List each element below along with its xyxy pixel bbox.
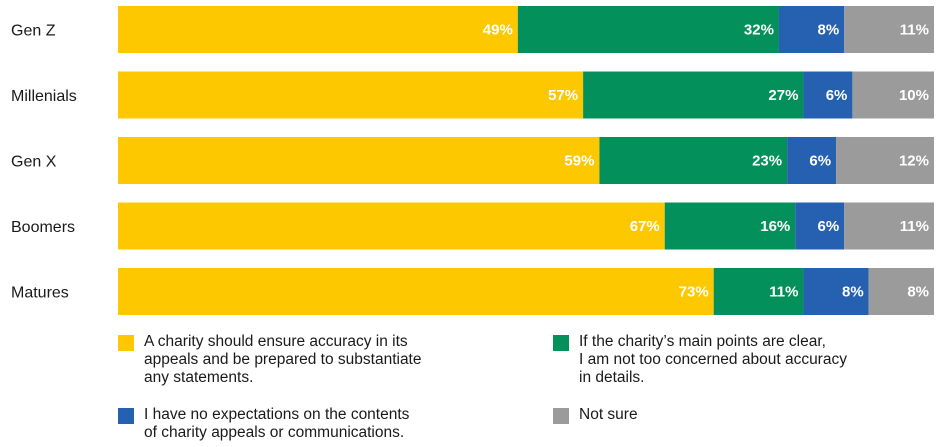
data-label-boomers-series-2: 16% xyxy=(760,218,790,235)
bar-gen-x-series-4 xyxy=(836,137,934,184)
data-label-gen-x-series-1: 59% xyxy=(564,153,594,170)
legend-swatch-gray xyxy=(553,408,569,424)
category-label-boomers: Boomers xyxy=(11,219,75,236)
data-label-gen-x-series-4: 12% xyxy=(899,153,929,170)
data-label-millenials-series-2: 27% xyxy=(768,87,798,104)
data-label-gen-z-series-1: 49% xyxy=(483,22,513,39)
bar-boomers-series-2 xyxy=(664,202,796,250)
legend-label: Not sure xyxy=(579,406,638,423)
legend-label: I have no expectations on the contents o… xyxy=(144,406,410,441)
data-label-gen-z-series-3: 8% xyxy=(818,22,840,39)
data-label-millenials-series-4: 10% xyxy=(899,87,929,104)
legend-item-not-sure: Not sure xyxy=(553,406,638,424)
bar-gen-z-series-4 xyxy=(844,6,934,53)
bar-boomers-series-1 xyxy=(118,202,665,250)
bar-boomers-series-3 xyxy=(795,202,845,250)
category-label-gen-z: Gen Z xyxy=(11,23,56,40)
data-label-gen-z-series-4: 11% xyxy=(900,22,929,39)
category-label-matures: Matures xyxy=(11,285,69,302)
bar-gen-x-series-1 xyxy=(118,137,600,184)
bar-millenials-series-2 xyxy=(583,71,804,119)
bar-gen-x-series-3 xyxy=(787,137,837,184)
data-label-millenials-series-1: 57% xyxy=(548,87,578,104)
data-label-gen-z-series-2: 32% xyxy=(744,22,774,39)
data-label-gen-x-series-3: 6% xyxy=(809,153,831,170)
legend-swatch-green xyxy=(553,335,569,351)
bar-gen-z-series-3 xyxy=(778,6,845,53)
bar-millenials-series-3 xyxy=(803,71,853,119)
category-label-millenials: Millenials xyxy=(11,88,77,105)
data-label-boomers-series-1: 67% xyxy=(630,218,660,235)
bar-matures-series-3 xyxy=(803,268,869,315)
legend-item-no-expectations: I have no expectations on the contents o… xyxy=(118,406,409,442)
data-label-matures-series-4: 8% xyxy=(907,284,929,301)
bar-gen-z-series-1 xyxy=(118,6,518,53)
legend-swatch-blue xyxy=(118,408,134,424)
data-label-millenials-series-3: 6% xyxy=(826,87,848,104)
data-label-matures-series-2: 11% xyxy=(769,284,798,301)
bar-matures-series-2 xyxy=(713,268,804,315)
bar-millenials-series-4 xyxy=(852,71,934,119)
data-label-matures-series-1: 73% xyxy=(679,284,709,301)
data-label-matures-series-3: 8% xyxy=(842,284,864,301)
legend-swatch-yellow xyxy=(118,335,134,351)
category-label-gen-x: Gen X xyxy=(11,154,57,171)
bar-matures-series-1 xyxy=(118,268,714,315)
legend-label: A charity should ensure accuracy in its … xyxy=(144,333,422,386)
bar-gen-x-series-2 xyxy=(599,137,788,184)
data-label-boomers-series-4: 11% xyxy=(900,218,929,235)
data-label-gen-x-series-2: 23% xyxy=(752,153,782,170)
legend-item-main-points: If the charity’s main points are clear, … xyxy=(553,333,847,387)
bar-gen-z-series-2 xyxy=(517,6,779,53)
legend-item-accuracy: A charity should ensure accuracy in its … xyxy=(118,333,422,387)
bar-millenials-series-1 xyxy=(118,71,584,119)
bar-matures-series-4 xyxy=(868,268,934,315)
bar-boomers-series-4 xyxy=(844,202,934,250)
data-label-boomers-series-3: 6% xyxy=(818,218,840,235)
legend-label: If the charity’s main points are clear, … xyxy=(579,333,847,386)
